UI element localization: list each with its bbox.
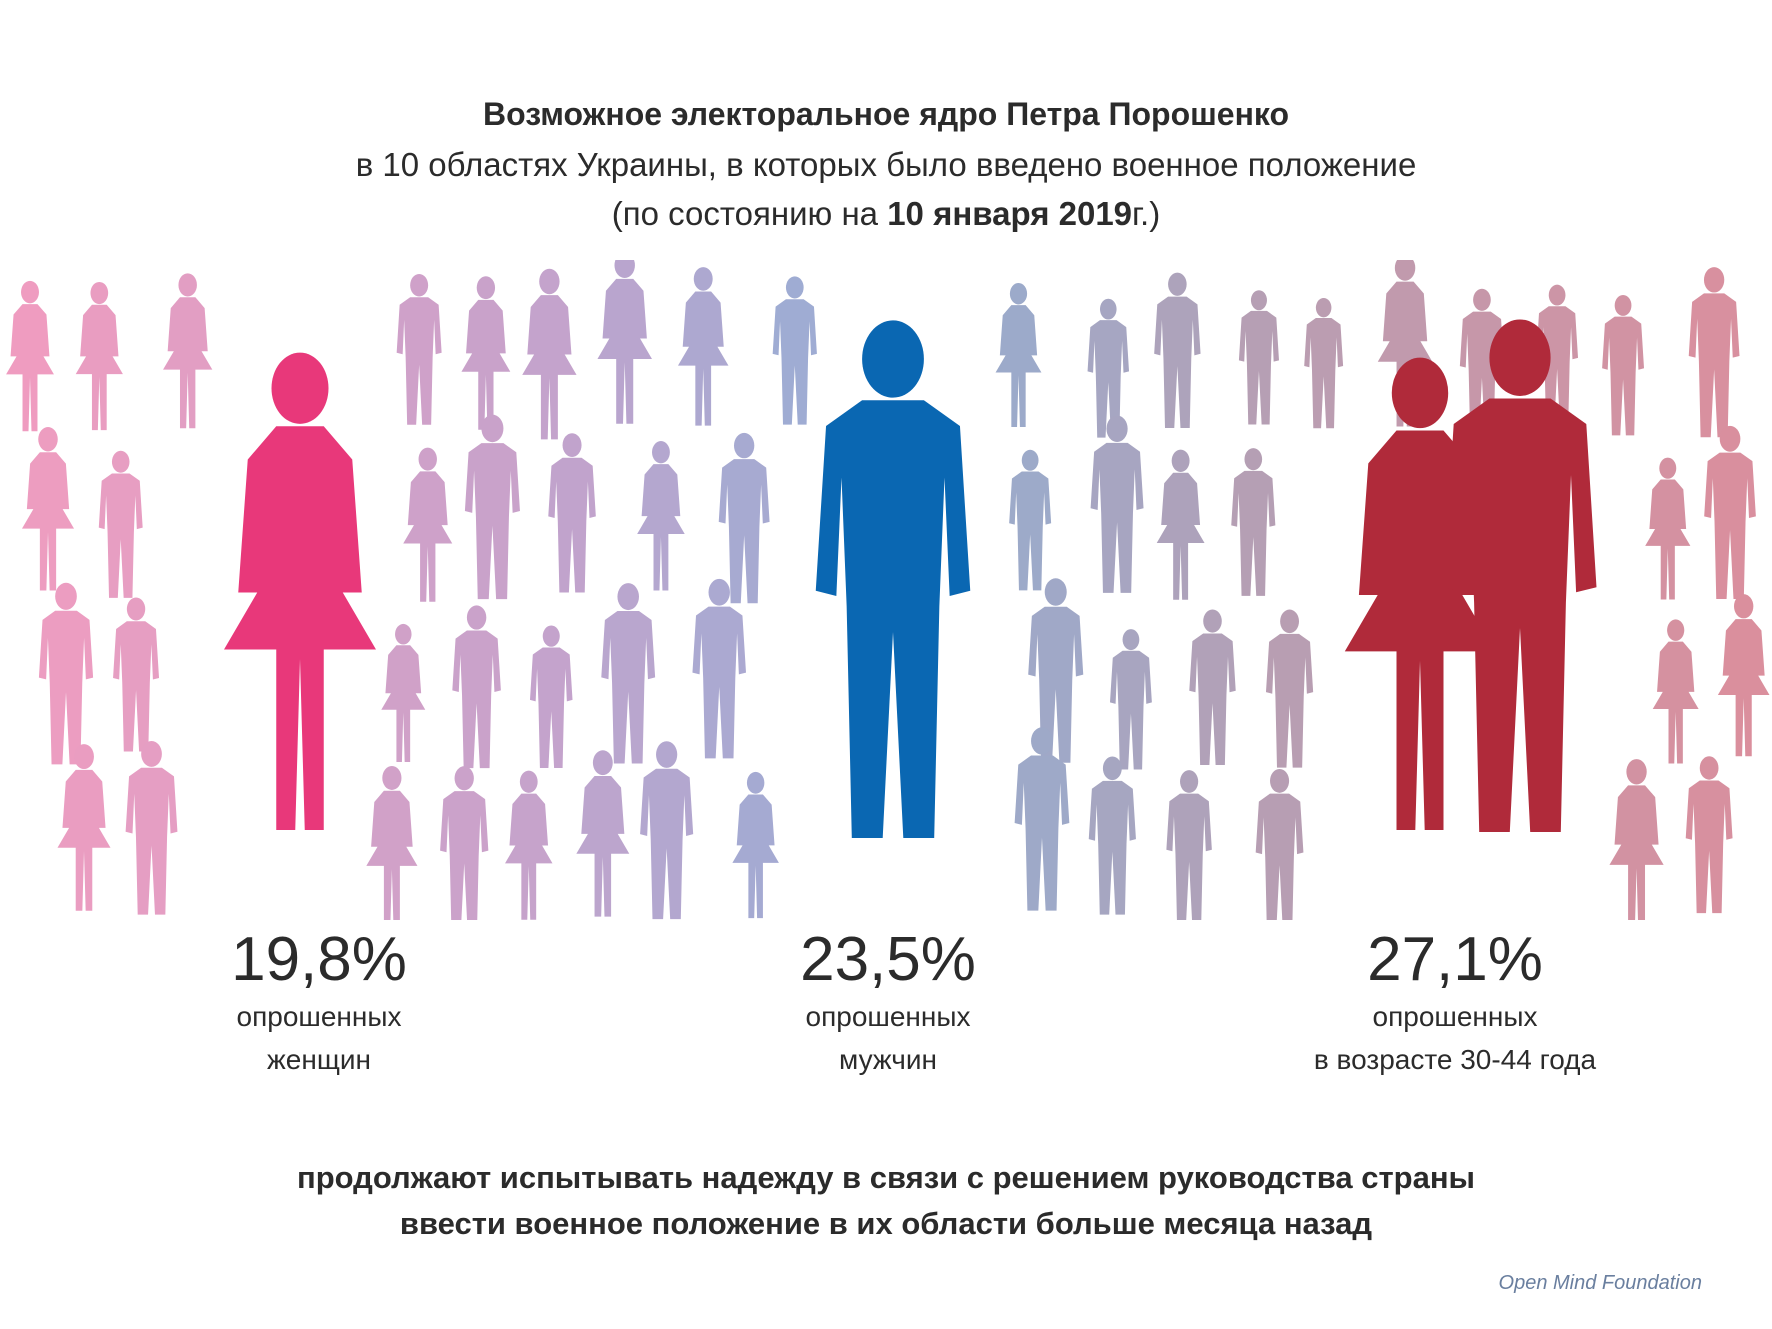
background-person-silhouette [1109,629,1152,770]
stat-men-label-2: мужчин [839,1044,937,1075]
background-person-silhouette [637,441,685,591]
stat-women-label-1: опрошенных [236,1001,402,1032]
woman-silhouette [224,352,376,830]
stat-men: 23,5% опрошенных мужчин [678,925,1098,1081]
background-person-silhouette [692,578,747,759]
background-person-silhouette [1717,594,1770,757]
conclusion-line-2: ввести военное положение в их области бо… [399,1206,1373,1241]
background-person-silhouette [1304,297,1344,429]
stat-men-label-1: опрошенных [805,1001,971,1032]
background-person-silhouette [677,267,729,426]
background-person-silhouette [1231,448,1276,596]
stat-women-label-2: женщин [267,1044,371,1075]
background-person-silhouette [464,414,520,600]
background-person-silhouette [995,282,1042,428]
background-person-silhouette [1189,609,1236,766]
date-bold: 10 января 2019 [887,195,1133,232]
background-person-silhouette [1014,727,1070,911]
background-person-silhouette [1609,759,1664,920]
background-person-silhouette [366,765,418,920]
background-person-silhouette [113,597,160,752]
background-person-silhouette [1009,449,1052,591]
background-person-silhouette [1154,272,1201,429]
background-person-silhouette [718,432,770,604]
background-person-silhouette [1090,415,1144,593]
source-credit: Open Mind Foundation [1498,1272,1702,1294]
background-person-silhouette [452,605,501,769]
couple-man-silhouette [1443,319,1597,832]
stat-women-value: 19,8% [231,925,407,994]
background-person-silhouette [505,770,553,920]
background-person-silhouette [732,771,779,919]
background-person-silhouette [576,750,630,917]
background-person-silhouette [1704,425,1756,600]
background-person-silhouette [6,280,54,432]
background-person-silhouette [1255,768,1304,920]
background-person-silhouette [1166,770,1212,920]
background-person-silhouette [548,433,596,593]
background-person-silhouette [1028,578,1084,763]
conclusion-line-1: продолжают испытывать надежду в связи с … [296,1160,1476,1195]
background-person-silhouette [381,623,426,763]
background-person-silhouette [1688,267,1740,438]
background-person-silhouette [75,281,123,431]
background-person-silhouette [98,450,143,598]
background-person-silhouette [1377,260,1433,427]
background-person-silhouette [125,740,178,915]
stat-men-value: 23,5% [800,925,976,994]
man-silhouette [815,320,971,838]
background-person-silhouette [529,625,573,768]
background-person-silhouette [1536,284,1579,425]
background-person-silhouette [38,582,94,765]
background-person-silhouette [21,427,75,591]
background-person-silhouette [601,583,656,764]
background-person-silhouette [640,741,694,920]
background-person-silhouette [163,273,213,429]
stat-age-value: 27,1% [1367,925,1543,994]
infographic-title: Возможное электоральное ядро Петра Порош… [482,96,1290,132]
background-person-silhouette [396,274,442,425]
background-person-silhouette [403,447,453,602]
infographic-subtitle: в 10 областях Украины, в которых было вв… [355,146,1417,183]
background-person-silhouette [1652,619,1699,764]
background-person-silhouette [1087,298,1130,438]
background-person-silhouette [597,260,652,424]
date-suffix: г.) [1132,195,1161,232]
background-person-silhouette [461,276,511,430]
background-person-silhouette [57,744,111,911]
background-person-silhouette [772,276,817,425]
background-person-silhouette [1156,449,1205,600]
stat-age-label-2: в возрасте 30-44 года [1313,1044,1597,1075]
stat-age-30-44: 27,1% опрошенных в возрасте 30-44 года [1245,925,1665,1081]
stat-women: 19,8% опрошенных женщин [109,925,529,1081]
background-person-silhouette [1088,756,1136,915]
background-person-silhouette [1645,457,1691,600]
background-person-silhouette [1238,290,1279,425]
infographic-date: (по состоянию на 10 января 2019г.) [0,195,1772,233]
stat-age-label-1: опрошенных [1372,1001,1538,1032]
background-person-silhouette [440,766,489,920]
background-person-silhouette [1265,609,1314,768]
background-person-silhouette [1602,294,1645,436]
crowd-silhouettes-illustration [6,260,1770,920]
background-person-silhouette [1685,756,1733,914]
background-person-silhouette [522,268,577,440]
date-prefix: (по состоянию на [611,195,888,232]
